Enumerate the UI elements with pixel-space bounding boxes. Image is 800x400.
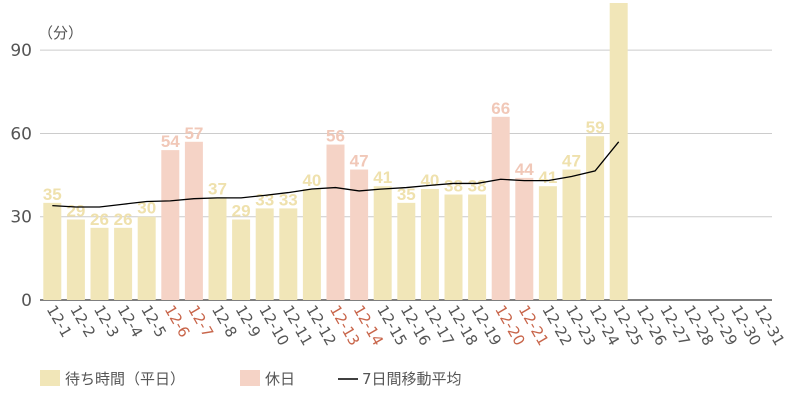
y-unit-label: （分） bbox=[38, 24, 83, 42]
y-tick-label: 0 bbox=[21, 291, 32, 311]
data-label: 54 bbox=[161, 132, 180, 151]
bar bbox=[562, 169, 581, 300]
data-label: 44 bbox=[515, 160, 534, 179]
data-label: 26 bbox=[90, 210, 109, 229]
bar bbox=[114, 227, 133, 300]
data-label: 29 bbox=[232, 202, 251, 221]
moving-average-line bbox=[52, 141, 620, 208]
legend-label-holiday: 休日 bbox=[265, 370, 295, 388]
bar bbox=[491, 116, 510, 300]
data-label: 35 bbox=[397, 185, 416, 204]
bar bbox=[90, 227, 109, 300]
bar bbox=[208, 197, 227, 300]
bar bbox=[586, 136, 605, 300]
legend-label-moving-average: 7日間移動平均 bbox=[362, 370, 462, 388]
data-label: 59 bbox=[586, 118, 605, 137]
bar bbox=[232, 219, 251, 300]
bar bbox=[137, 216, 156, 300]
bar bbox=[397, 202, 416, 300]
bar bbox=[420, 188, 439, 300]
bar bbox=[538, 186, 557, 300]
legend-swatch-weekday bbox=[40, 370, 60, 386]
data-label: 40 bbox=[302, 171, 321, 190]
data-label: 38 bbox=[444, 177, 463, 196]
data-label: 47 bbox=[350, 152, 369, 171]
bar bbox=[279, 208, 298, 300]
data-label: 35 bbox=[43, 185, 62, 204]
bar bbox=[255, 208, 274, 300]
data-label: 33 bbox=[255, 190, 274, 209]
data-label: 33 bbox=[279, 190, 298, 209]
bar bbox=[609, 3, 628, 300]
y-tick-label: 30 bbox=[10, 208, 32, 228]
bar bbox=[373, 186, 392, 300]
data-label: 41 bbox=[373, 168, 392, 187]
data-label: 57 bbox=[184, 124, 203, 143]
bar bbox=[350, 169, 369, 300]
bar bbox=[515, 177, 534, 300]
legend-swatch-holiday bbox=[240, 370, 260, 386]
data-label: 40 bbox=[420, 171, 439, 190]
data-label: 66 bbox=[491, 99, 510, 118]
data-label: 26 bbox=[114, 210, 133, 229]
bar bbox=[326, 144, 345, 300]
data-label: 41 bbox=[538, 168, 557, 187]
data-label: 37 bbox=[208, 179, 227, 198]
data-label: 38 bbox=[468, 177, 487, 196]
y-tick-label: 60 bbox=[10, 124, 32, 144]
legend-label-weekday: 待ち時間（平日） bbox=[65, 370, 185, 388]
bar bbox=[43, 202, 62, 300]
data-label: 29 bbox=[66, 202, 85, 221]
legend: 待ち時間（平日） 休日 7日間移動平均 bbox=[40, 370, 462, 388]
bar bbox=[184, 141, 203, 300]
data-label: 30 bbox=[137, 199, 156, 218]
data-label: 56 bbox=[326, 127, 345, 146]
bar bbox=[302, 188, 321, 300]
bar bbox=[66, 219, 85, 300]
bar bbox=[444, 194, 463, 300]
bar bbox=[468, 194, 487, 300]
y-tick-label: 90 bbox=[10, 41, 32, 61]
data-label: 47 bbox=[562, 152, 581, 171]
bar bbox=[161, 150, 180, 300]
